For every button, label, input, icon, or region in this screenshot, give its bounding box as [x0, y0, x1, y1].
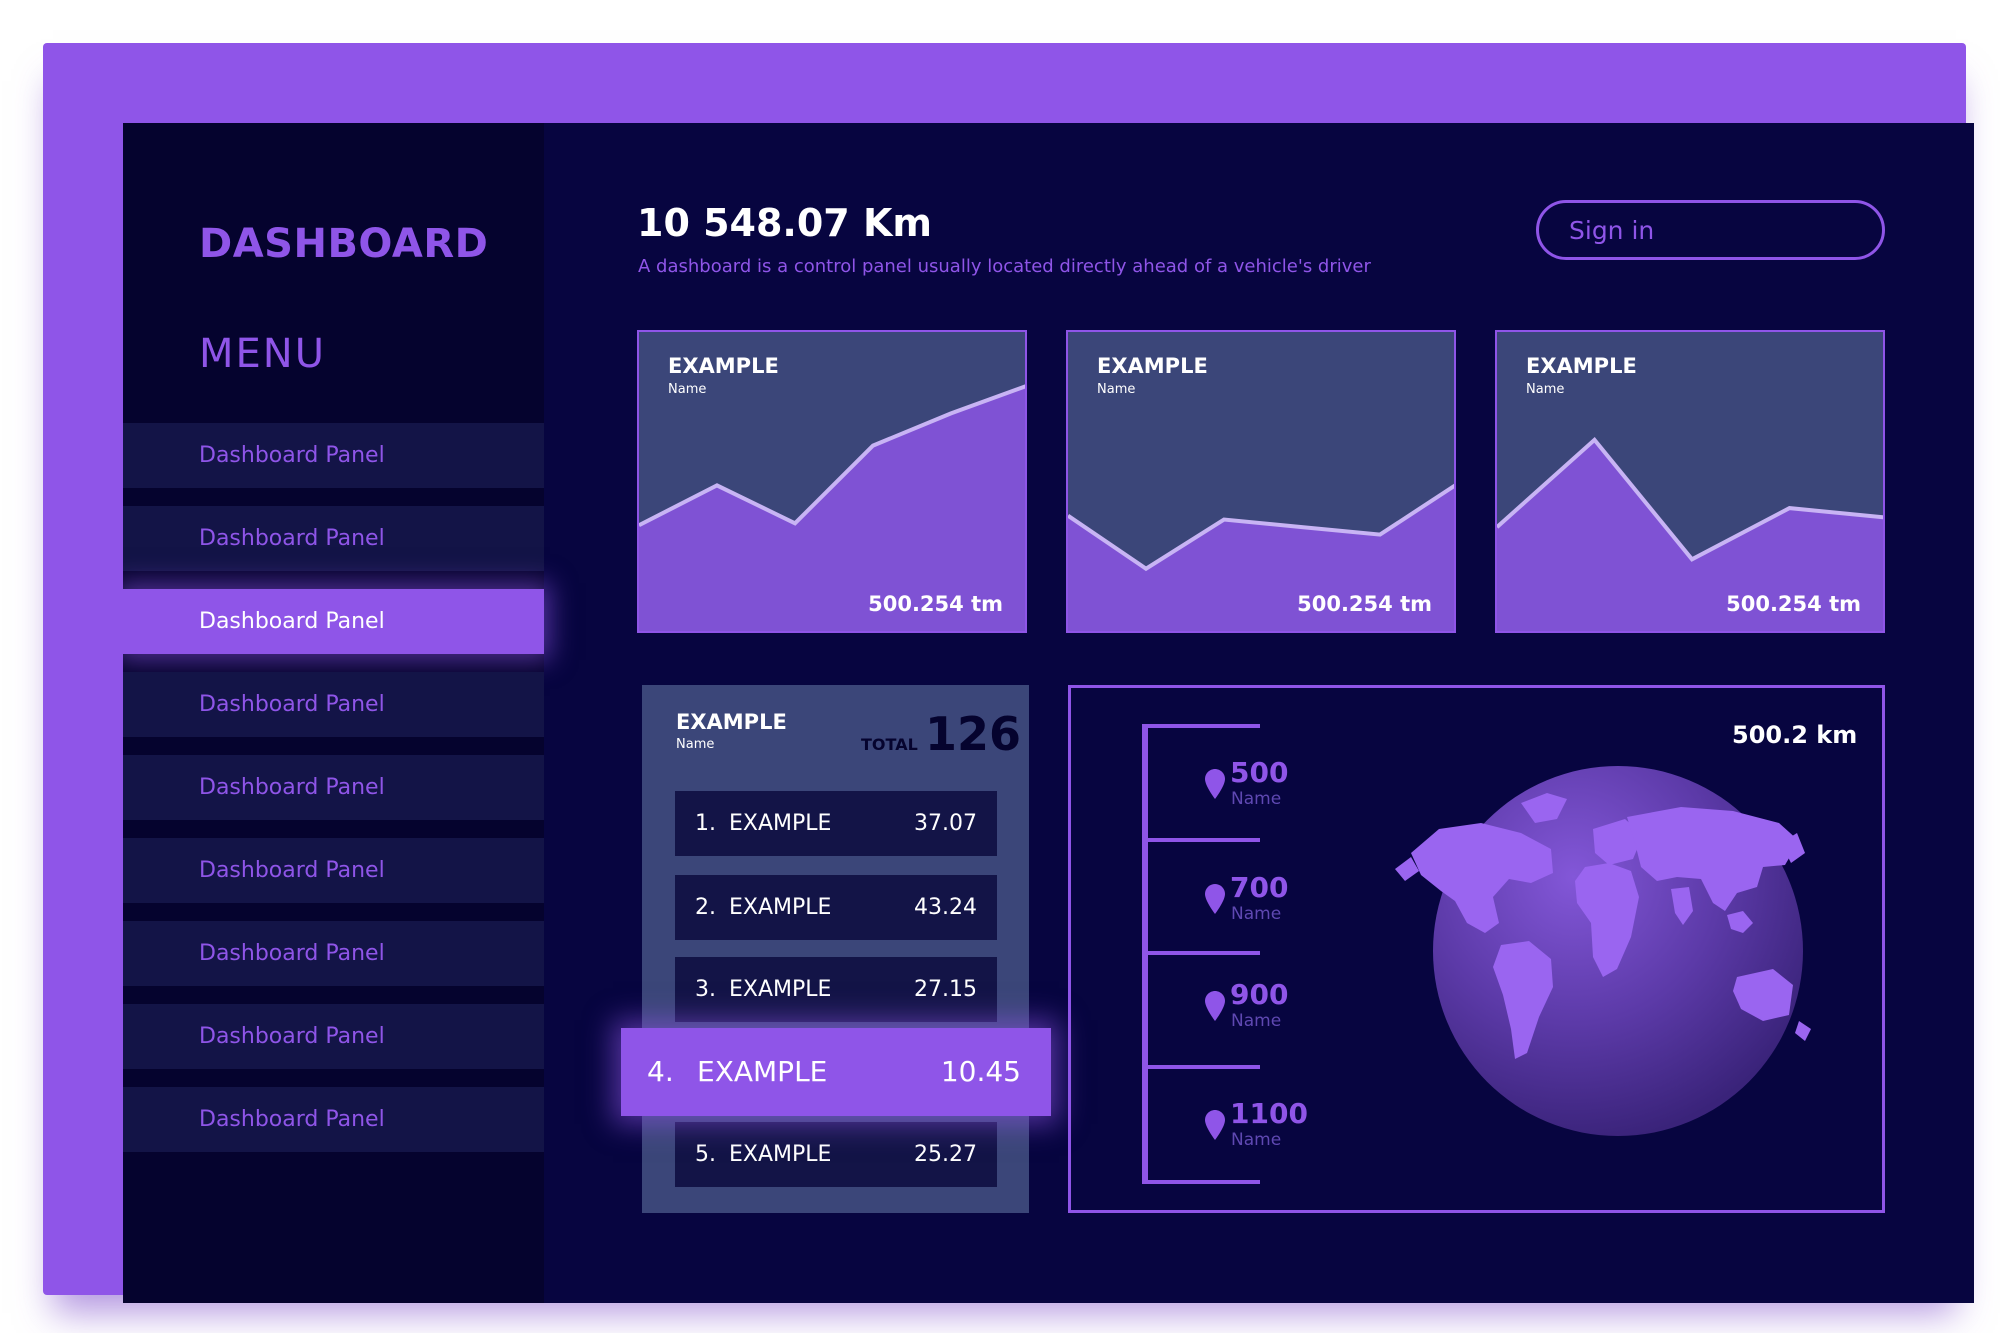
row-label: EXAMPLE	[729, 1142, 832, 1167]
scale-tick	[1142, 951, 1260, 955]
area-line	[1068, 483, 1454, 572]
ranking-row-2[interactable]: 2. EXAMPLE 43.24	[675, 875, 997, 940]
location-name: Name	[1231, 1130, 1282, 1150]
row-label: EXAMPLE	[729, 977, 832, 1002]
sidebar-item-dashboard-panel-6[interactable]: Dashboard Panel	[123, 838, 544, 903]
map-total-distance: 500.2 km	[1732, 721, 1858, 749]
sidebar-item-dashboard-panel-3[interactable]: Dashboard Panel	[123, 589, 544, 654]
chart-card-3[interactable]: EXAMPLE Name 500.254 tm	[1495, 330, 1885, 633]
row-value: 10.45	[940, 1055, 1021, 1088]
map-panel: 500.2 km 500 Name 700 Name 900 Name	[1068, 685, 1885, 1213]
card-value: 500.254 tm	[1726, 592, 1861, 616]
sidebar: DASHBOARD MENU Dashboard Panel Dashboard…	[123, 123, 544, 1303]
header-subtitle: A dashboard is a control panel usually l…	[638, 256, 1371, 277]
ranking-row-5[interactable]: 5. EXAMPLE 25.27	[675, 1122, 997, 1187]
total-distance: 10 548.07 Km	[637, 201, 933, 245]
total-value: 126	[925, 707, 1022, 761]
location-value: 700	[1230, 871, 1289, 904]
location-value: 1100	[1230, 1097, 1308, 1130]
location-name: Name	[1231, 1011, 1282, 1031]
chart-card-2[interactable]: EXAMPLE Name 500.254 tm	[1066, 330, 1456, 633]
card-value: 500.254 tm	[1297, 592, 1432, 616]
dashboard-title: DASHBOARD	[199, 221, 489, 267]
location-value: 500	[1230, 756, 1289, 789]
area-chart-3	[1497, 437, 1883, 631]
location-pin-icon	[1205, 769, 1225, 799]
row-rank: 2.	[695, 895, 716, 920]
sidebar-item-dashboard-panel-5[interactable]: Dashboard Panel	[123, 755, 544, 820]
area-fill	[639, 386, 1025, 631]
card-title: EXAMPLE	[1097, 354, 1208, 378]
card-subtitle: Name	[1526, 382, 1565, 397]
row-label: EXAMPLE	[697, 1055, 828, 1088]
row-rank: 5.	[695, 1142, 716, 1167]
ranking-panel: EXAMPLE Name TOTAL 126 1. EXAMPLE 37.07 …	[621, 685, 1051, 1213]
card-title: EXAMPLE	[668, 354, 779, 378]
ranking-subtitle: Name	[676, 737, 715, 752]
card-value: 500.254 tm	[868, 592, 1003, 616]
location-name: Name	[1231, 789, 1282, 809]
row-label: EXAMPLE	[729, 895, 832, 920]
location-pin-icon	[1205, 884, 1225, 914]
ranking-title: EXAMPLE	[676, 710, 787, 734]
scale-tick	[1142, 724, 1260, 728]
row-value: 25.27	[914, 1142, 977, 1167]
ranking-row-1[interactable]: 1. EXAMPLE 37.07	[675, 791, 997, 856]
area-chart-1	[639, 384, 1025, 631]
sidebar-item-dashboard-panel-2[interactable]: Dashboard Panel	[123, 506, 544, 571]
area-line	[639, 384, 1025, 527]
sidebar-item-dashboard-panel-4[interactable]: Dashboard Panel	[123, 672, 544, 737]
card-subtitle: Name	[1097, 382, 1136, 397]
total-label: TOTAL	[861, 735, 918, 754]
sidebar-item-dashboard-panel-9[interactable]: Dashboard Panel	[123, 1087, 544, 1152]
location-value: 900	[1230, 978, 1289, 1011]
ranking-row-3[interactable]: 3. EXAMPLE 27.15	[675, 957, 997, 1022]
dashboard-frame: DASHBOARD MENU Dashboard Panel Dashboard…	[43, 43, 1974, 1303]
sidebar-item-dashboard-panel-7[interactable]: Dashboard Panel	[123, 921, 544, 986]
sidebar-item-dashboard-panel-1[interactable]: Dashboard Panel	[123, 423, 544, 488]
scale-tick	[1142, 838, 1260, 842]
ranking-row-4-selected[interactable]: 4. EXAMPLE 10.45	[621, 1028, 1051, 1116]
area-chart-2	[1068, 483, 1454, 631]
row-rank: 4.	[647, 1055, 674, 1088]
row-rank: 3.	[695, 977, 716, 1002]
scale-tick	[1142, 1180, 1260, 1184]
chart-card-1[interactable]: EXAMPLE Name 500.254 tm	[637, 330, 1027, 633]
row-rank: 1.	[695, 811, 716, 836]
dashboard-screen: DASHBOARD MENU Dashboard Panel Dashboard…	[123, 123, 1974, 1303]
row-value: 43.24	[914, 895, 977, 920]
card-title: EXAMPLE	[1526, 354, 1637, 378]
location-pin-icon	[1205, 1110, 1225, 1140]
card-subtitle: Name	[668, 382, 707, 397]
location-name: Name	[1231, 904, 1282, 924]
row-value: 27.15	[914, 977, 977, 1002]
location-pin-icon	[1205, 991, 1225, 1021]
scale-tick	[1142, 1065, 1260, 1069]
row-label: EXAMPLE	[729, 811, 832, 836]
area-fill	[1068, 486, 1454, 631]
area-fill	[1497, 439, 1883, 631]
globe-icon	[1395, 766, 1811, 1136]
row-value: 37.07	[914, 811, 977, 836]
sidebar-item-dashboard-panel-8[interactable]: Dashboard Panel	[123, 1004, 544, 1069]
menu-heading: MENU	[199, 331, 326, 377]
area-line	[1497, 437, 1883, 562]
sign-in-button[interactable]: Sign in	[1536, 200, 1885, 260]
